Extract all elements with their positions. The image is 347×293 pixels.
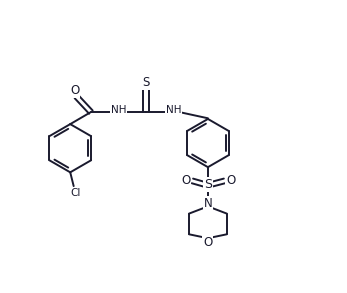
Text: O: O <box>226 174 236 187</box>
Text: O: O <box>181 174 191 187</box>
Text: N: N <box>204 197 212 210</box>
Text: S: S <box>142 76 150 88</box>
Text: NH: NH <box>111 105 126 115</box>
Text: O: O <box>203 236 213 249</box>
Text: S: S <box>204 178 212 191</box>
Text: Cl: Cl <box>70 188 81 198</box>
Text: NH: NH <box>166 105 181 115</box>
Text: O: O <box>70 84 79 97</box>
